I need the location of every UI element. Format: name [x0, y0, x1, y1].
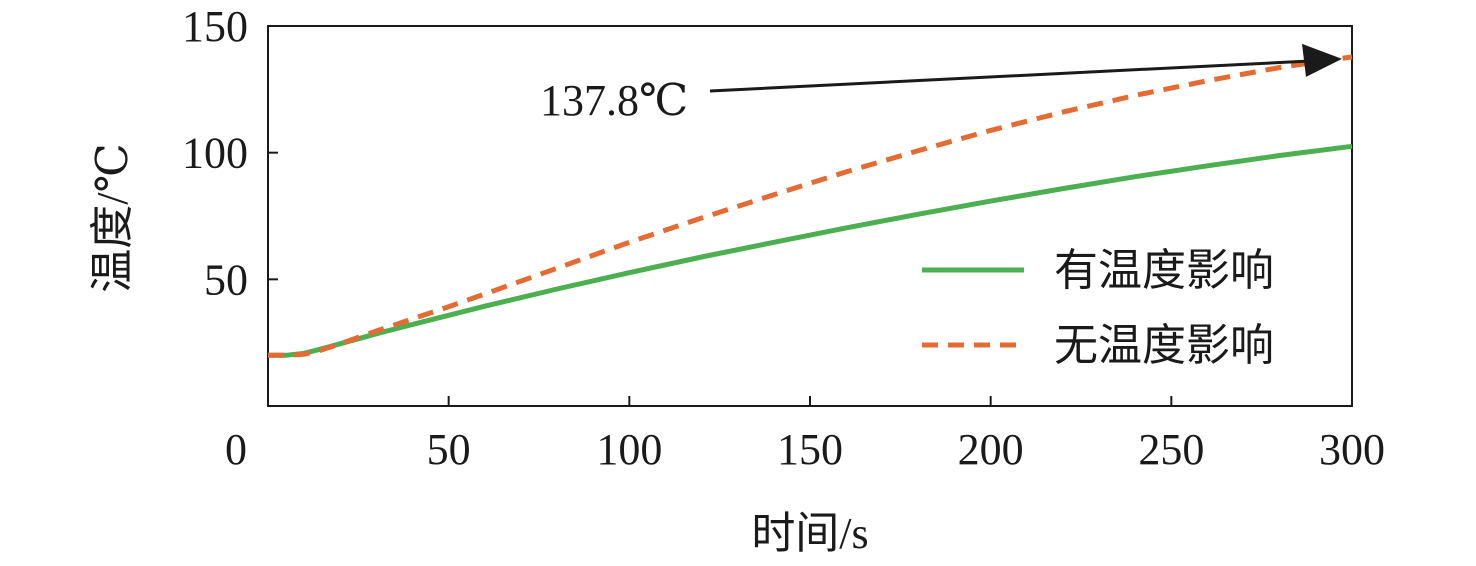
y-tick-label: 50: [204, 255, 248, 304]
x-tick-label: 250: [1138, 425, 1204, 474]
annotation-label: 137.8℃: [540, 76, 688, 125]
ticks-layer: 0 50 100 150 200 250 300 50 100 150: [182, 2, 1385, 474]
y-tick-label: 150: [182, 2, 248, 51]
x-tick-label: 0: [225, 425, 247, 474]
annotation-arrow-shaft: [709, 59, 1313, 93]
x-axis-label: 时间/s: [751, 509, 868, 558]
x-tick-label: 100: [596, 425, 662, 474]
x-tick-label: 300: [1319, 425, 1385, 474]
series-line-2: [268, 54, 1353, 358]
legend-label-2: 无温度影响: [1054, 321, 1274, 370]
y-tick-label: 100: [182, 129, 248, 178]
x-tick-label: 150: [777, 425, 843, 474]
series-layer: [268, 54, 1353, 358]
y-axis-label: 温度/℃: [88, 143, 137, 292]
annotation-layer: 137.8℃: [540, 43, 1342, 125]
legend-label-1: 有温度影响: [1054, 246, 1274, 295]
annotation-arrow-head: [1302, 43, 1342, 77]
x-tick-label: 50: [427, 425, 471, 474]
x-tick-label: 200: [958, 425, 1024, 474]
